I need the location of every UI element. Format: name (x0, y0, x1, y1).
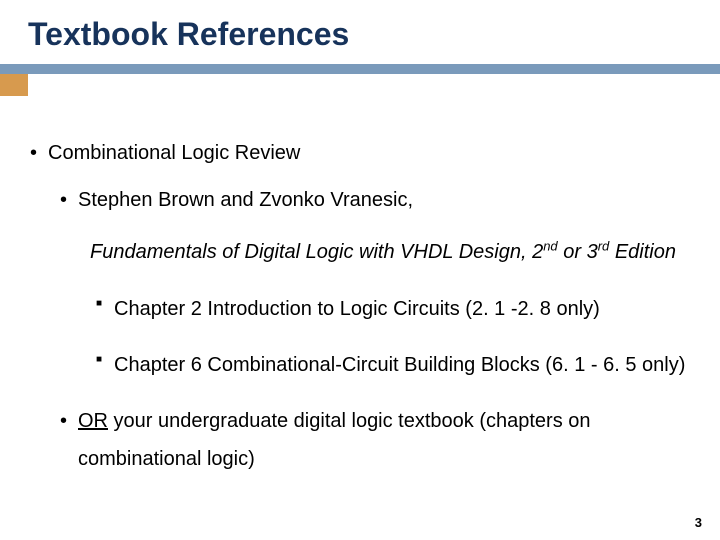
bullet-level2-or: OR your undergraduate digital logic text… (60, 402, 700, 478)
chapter2-text: Chapter 2 Introduction to Logic Circuits… (114, 298, 600, 320)
book-title-italic: Fundamentals of Digital Logic with VHDL … (90, 241, 543, 263)
or-underlined: OR (78, 410, 108, 432)
sup-nd: nd (543, 238, 557, 253)
book-edition: Edition (609, 241, 676, 263)
l1-text: Combinational Logic Review (48, 142, 300, 164)
slide-title: Textbook References (28, 16, 349, 53)
book-or: or (558, 241, 587, 263)
book-3: 3 (587, 241, 598, 263)
content-area: Combinational Logic Review Stephen Brown… (30, 140, 700, 496)
bullet-level3-ch6: Chapter 6 Combinational-Circuit Building… (96, 346, 700, 384)
sup-rd: rd (598, 238, 610, 253)
bullet-level2-authors: Stephen Brown and Zvonko Vranesic, (60, 187, 700, 214)
chapter6-text: Chapter 6 Combinational-Circuit Building… (114, 354, 685, 376)
book-title-line: Fundamentals of Digital Logic with VHDL … (90, 232, 700, 272)
bullet-level3-ch2: Chapter 2 Introduction to Logic Circuits… (96, 290, 700, 328)
page-number: 3 (695, 515, 702, 530)
or-rest-text: your undergraduate digital logic textboo… (78, 410, 591, 470)
title-underline (0, 64, 720, 74)
bullet-level1: Combinational Logic Review (30, 140, 700, 167)
accent-block (0, 74, 28, 96)
authors-text: Stephen Brown and Zvonko Vranesic, (78, 189, 413, 211)
